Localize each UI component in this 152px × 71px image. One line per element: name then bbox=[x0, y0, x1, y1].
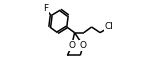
Text: F: F bbox=[43, 4, 48, 13]
Text: O: O bbox=[80, 41, 87, 50]
Text: Cl: Cl bbox=[105, 23, 114, 31]
Text: O: O bbox=[68, 41, 75, 50]
